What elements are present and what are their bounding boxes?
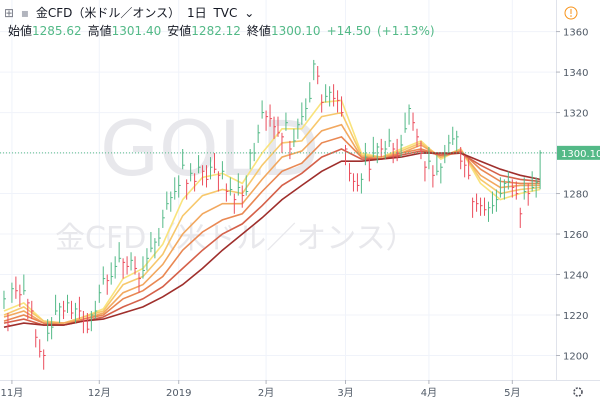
legend-label: 終値 [246,24,271,38]
y-tick-label: 1280 [563,190,588,201]
change-percent: (+1.13%) [376,24,435,38]
y-tick-label: 1260 [563,230,588,241]
x-tick-label: 2月 [258,387,274,399]
change: +14.50 [326,24,371,38]
watermark-subtitle: 金CFD（米ドル／オンス） [55,221,416,256]
y-tick-label: 1340 [563,68,588,79]
legend-label: 安値 [167,24,192,38]
dropdown-icon[interactable]: ⌄ [244,6,255,20]
symbol-icon: ▪ [20,6,30,20]
bars [3,59,543,370]
y-tick-label: 1240 [563,271,588,282]
ohlc-legend: 始値1285.62 高値1301.40 安値1282.12 終値1300.10 +14.… [8,22,441,39]
settings-icon[interactable] [573,387,583,397]
alert-icon-dot [570,15,572,17]
y-tick-label: 1360 [563,28,588,39]
x-tick-label: 5月 [504,387,520,399]
y-tick-label: 1220 [563,311,588,322]
expand-icon[interactable]: ⊞ [4,6,15,20]
last-price-box [557,145,600,160]
legend-value: 1300.10 [270,24,321,38]
legend-value: 1282.12 [191,24,241,38]
x-tick-label: 2019 [166,388,191,399]
legend-label: 高値 [87,24,112,38]
y-tick-label: 1200 [563,352,588,363]
x-tick-label: 3月 [337,387,353,399]
watermark: GOLD [100,104,320,193]
x-tick-label: 11月 [1,387,24,399]
grid [0,0,556,380]
x-tick-label: 4月 [421,387,437,399]
interval[interactable]: 1日 [186,6,207,20]
header: ⊞ ▪ 金CFD（米ドル／オンス） 1日 TVC ⌄ [4,4,257,21]
alert-icon[interactable] [564,6,578,20]
symbol-title[interactable]: 金CFD（米ドル／オンス） [35,6,181,20]
legend-label: 始値 [8,24,33,38]
last-price-label: 1300.10 [561,149,600,160]
source[interactable]: TVC [213,6,238,20]
legend-value: 1285.62 [32,24,82,38]
y-tick-label: 1320 [563,109,588,120]
moving-average [3,148,541,326]
legend-value: 1301.40 [111,24,162,38]
x-tick-label: 12月 [88,387,111,399]
